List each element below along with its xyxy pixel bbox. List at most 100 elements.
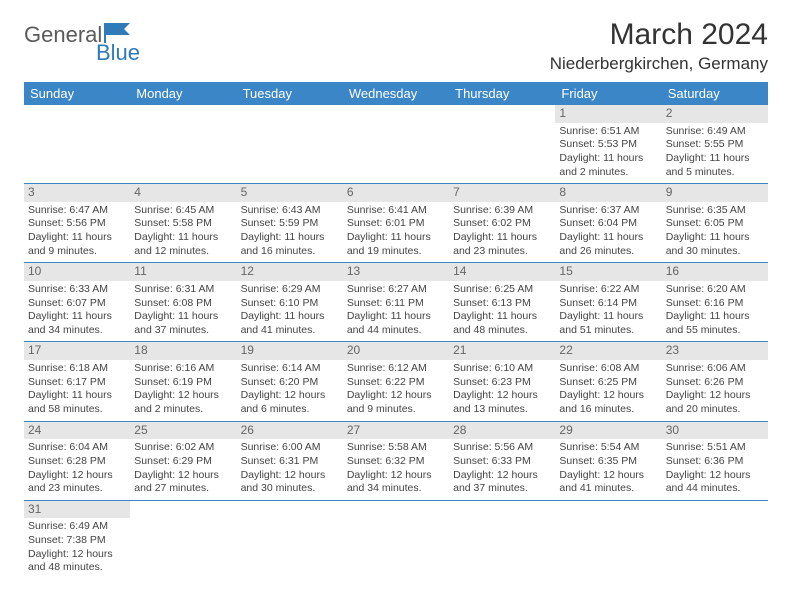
sunset-line: Sunset: 6:25 PM [559, 376, 657, 390]
daylight-line: Daylight: 12 hours and 13 minutes. [453, 389, 551, 416]
calendar-cell: 17Sunrise: 6:18 AMSunset: 6:17 PMDayligh… [24, 342, 130, 421]
daylight-line: Daylight: 12 hours and 27 minutes. [134, 469, 232, 496]
sunrise-line: Sunrise: 6:47 AM [28, 204, 126, 218]
day-number: 19 [237, 342, 343, 360]
calendar-cell [237, 500, 343, 579]
day-number: 22 [555, 342, 661, 360]
daylight-line: Daylight: 12 hours and 30 minutes. [241, 469, 339, 496]
day-number: 8 [555, 184, 661, 202]
sunrise-line: Sunrise: 6:04 AM [28, 441, 126, 455]
daylight-line: Daylight: 11 hours and 19 minutes. [347, 231, 445, 258]
daylight-line: Daylight: 11 hours and 51 minutes. [559, 310, 657, 337]
calendar-cell: 12Sunrise: 6:29 AMSunset: 6:10 PMDayligh… [237, 263, 343, 342]
day-number: 23 [662, 342, 768, 360]
calendar-cell: 6Sunrise: 6:41 AMSunset: 6:01 PMDaylight… [343, 184, 449, 263]
calendar-cell: 5Sunrise: 6:43 AMSunset: 5:59 PMDaylight… [237, 184, 343, 263]
day-number: 31 [24, 501, 130, 519]
sunset-line: Sunset: 6:05 PM [666, 217, 764, 231]
sunrise-line: Sunrise: 6:06 AM [666, 362, 764, 376]
daylight-line: Daylight: 11 hours and 44 minutes. [347, 310, 445, 337]
calendar-cell [449, 105, 555, 184]
day-number: 11 [130, 263, 236, 281]
day-number: 27 [343, 422, 449, 440]
calendar-row: 17Sunrise: 6:18 AMSunset: 6:17 PMDayligh… [24, 342, 768, 421]
sunset-line: Sunset: 6:07 PM [28, 297, 126, 311]
calendar-cell: 9Sunrise: 6:35 AMSunset: 6:05 PMDaylight… [662, 184, 768, 263]
daylight-line: Daylight: 12 hours and 20 minutes. [666, 389, 764, 416]
calendar-row: 31Sunrise: 6:49 AMSunset: 7:38 PMDayligh… [24, 500, 768, 579]
sunrise-line: Sunrise: 5:54 AM [559, 441, 657, 455]
sunrise-line: Sunrise: 6:27 AM [347, 283, 445, 297]
sunrise-line: Sunrise: 6:18 AM [28, 362, 126, 376]
sunrise-line: Sunrise: 6:20 AM [666, 283, 764, 297]
day-number: 9 [662, 184, 768, 202]
calendar-row: 3Sunrise: 6:47 AMSunset: 5:56 PMDaylight… [24, 184, 768, 263]
calendar-cell: 8Sunrise: 6:37 AMSunset: 6:04 PMDaylight… [555, 184, 661, 263]
calendar-cell: 28Sunrise: 5:56 AMSunset: 6:33 PMDayligh… [449, 421, 555, 500]
daylight-line: Daylight: 11 hours and 30 minutes. [666, 231, 764, 258]
weekday-header: Sunday [24, 82, 130, 105]
sunset-line: Sunset: 6:16 PM [666, 297, 764, 311]
sunset-line: Sunset: 6:29 PM [134, 455, 232, 469]
calendar-cell [237, 105, 343, 184]
calendar-cell: 3Sunrise: 6:47 AMSunset: 5:56 PMDaylight… [24, 184, 130, 263]
sunset-line: Sunset: 5:59 PM [241, 217, 339, 231]
sunrise-line: Sunrise: 6:51 AM [559, 125, 657, 139]
calendar-row: 24Sunrise: 6:04 AMSunset: 6:28 PMDayligh… [24, 421, 768, 500]
calendar-row: 1Sunrise: 6:51 AMSunset: 5:53 PMDaylight… [24, 105, 768, 184]
calendar-cell: 7 Sunrise: 6:39 AMSunset: 6:02 PMDaylight… [449, 184, 555, 263]
day-number: 13 [343, 263, 449, 281]
sunrise-line: Sunrise: 6:37 AM [559, 204, 657, 218]
sunset-line: Sunset: 6:11 PM [347, 297, 445, 311]
sunrise-line: Sunrise: 6:49 AM [666, 125, 764, 139]
sunset-line: Sunset: 5:58 PM [134, 217, 232, 231]
sunset-line: Sunset: 6:19 PM [134, 376, 232, 390]
sunrise-line: Sunrise: 6:00 AM [241, 441, 339, 455]
calendar-cell: 13 Sunrise: 6:27 AMSunset: 6:11 PMDayligh… [343, 263, 449, 342]
calendar-cell: 31Sunrise: 6:49 AMSunset: 7:38 PMDayligh… [24, 500, 130, 579]
sunrise-line: Sunrise: 6:49 AM [28, 520, 126, 534]
sunset-line: Sunset: 6:36 PM [666, 455, 764, 469]
calendar-cell [555, 500, 661, 579]
sunrise-line: Sunrise: 5:58 AM [347, 441, 445, 455]
sunrise-line: Sunrise: 6:02 AM [134, 441, 232, 455]
calendar-table: Sunday Monday Tuesday Wednesday Thursday… [24, 82, 768, 579]
sunrise-line: Sunrise: 6:16 AM [134, 362, 232, 376]
daylight-line: Daylight: 11 hours and 34 minutes. [28, 310, 126, 337]
daylight-line: Daylight: 11 hours and 55 minutes. [666, 310, 764, 337]
calendar-cell: 18 Sunrise: 6:16 AMSunset: 6:19 PMDayligh… [130, 342, 236, 421]
header: General Blue March 2024 Niederbergkirche… [24, 18, 768, 74]
day-number: 14 [449, 263, 555, 281]
daylight-line: Daylight: 12 hours and 37 minutes. [453, 469, 551, 496]
calendar-cell: 27Sunrise: 5:58 AMSunset: 6:32 PMDayligh… [343, 421, 449, 500]
daylight-line: Daylight: 12 hours and 2 minutes. [134, 389, 232, 416]
sunset-line: Sunset: 6:32 PM [347, 455, 445, 469]
calendar-cell: 10Sunrise: 6:33 AMSunset: 6:07 PMDayligh… [24, 263, 130, 342]
daylight-line: Daylight: 11 hours and 2 minutes. [559, 152, 657, 179]
day-number: 26 [237, 422, 343, 440]
calendar-cell: 29Sunrise: 5:54 AMSunset: 6:35 PMDayligh… [555, 421, 661, 500]
sunrise-line: Sunrise: 6:39 AM [453, 204, 551, 218]
sunset-line: Sunset: 6:14 PM [559, 297, 657, 311]
sunset-line: Sunset: 6:20 PM [241, 376, 339, 390]
day-number: 20 [343, 342, 449, 360]
calendar-cell [130, 500, 236, 579]
day-number: 7 [449, 184, 555, 202]
sunset-line: Sunset: 6:08 PM [134, 297, 232, 311]
logo: General Blue [24, 24, 140, 64]
sunrise-line: Sunrise: 6:31 AM [134, 283, 232, 297]
sunrise-line: Sunrise: 6:08 AM [559, 362, 657, 376]
day-number: 18 [130, 342, 236, 360]
calendar-cell: 4Sunrise: 6:45 AMSunset: 5:58 PMDaylight… [130, 184, 236, 263]
day-number: 16 [662, 263, 768, 281]
sunset-line: Sunset: 6:26 PM [666, 376, 764, 390]
weekday-header-row: Sunday Monday Tuesday Wednesday Thursday… [24, 82, 768, 105]
daylight-line: Daylight: 11 hours and 48 minutes. [453, 310, 551, 337]
calendar-cell: 30Sunrise: 5:51 AMSunset: 6:36 PMDayligh… [662, 421, 768, 500]
sunset-line: Sunset: 6:23 PM [453, 376, 551, 390]
calendar-row: 10Sunrise: 6:33 AMSunset: 6:07 PMDayligh… [24, 263, 768, 342]
daylight-line: Daylight: 11 hours and 23 minutes. [453, 231, 551, 258]
sunset-line: Sunset: 6:02 PM [453, 217, 551, 231]
calendar-cell: 14Sunrise: 6:25 AMSunset: 6:13 PMDayligh… [449, 263, 555, 342]
sunset-line: Sunset: 6:10 PM [241, 297, 339, 311]
